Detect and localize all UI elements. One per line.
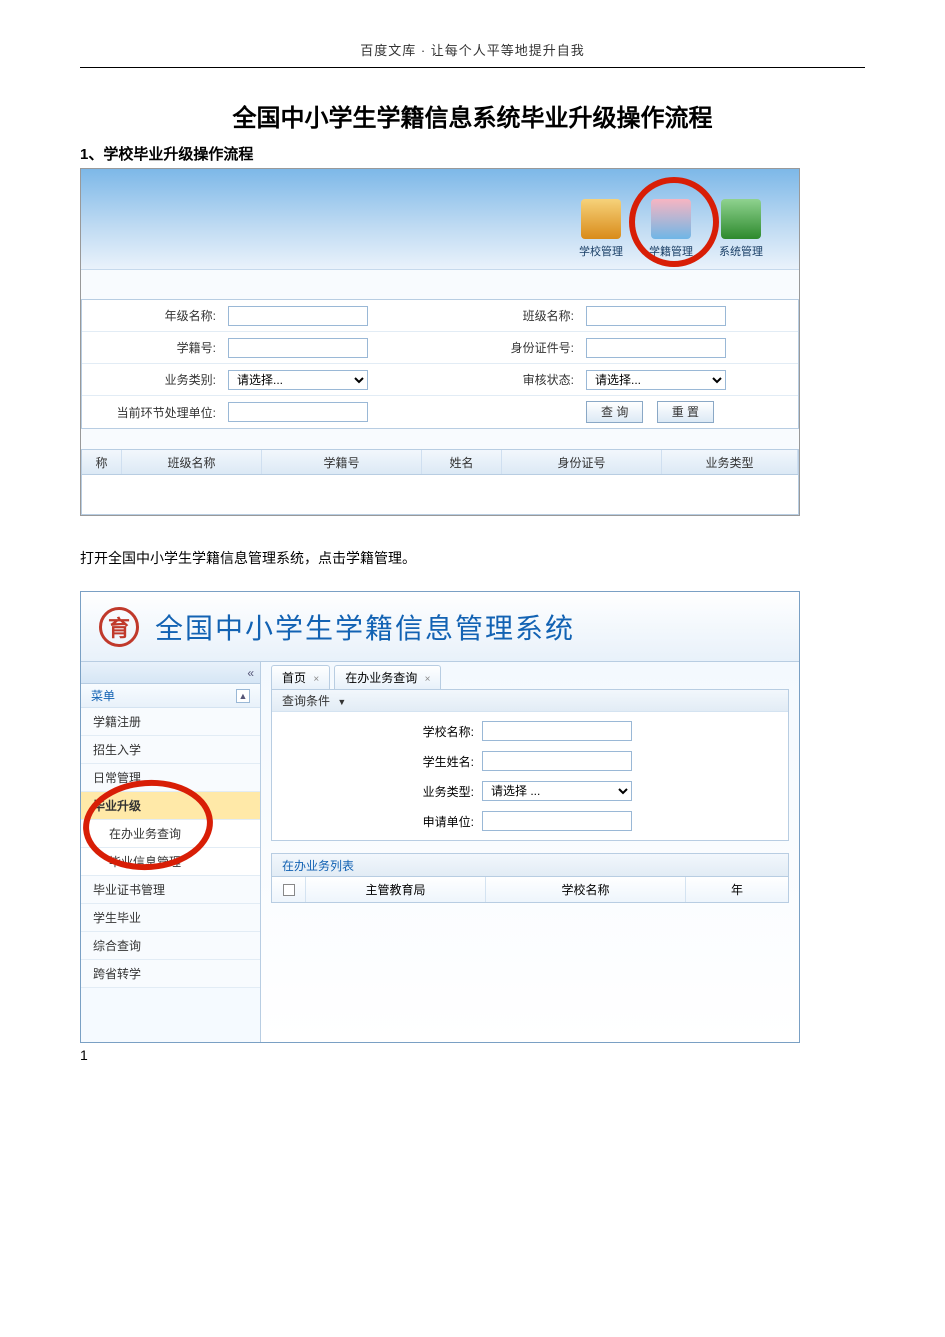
school-name-label: 学校名称: [272, 723, 482, 740]
tab-pending-query[interactable]: 在办业务查询 × [334, 665, 441, 689]
query-panel: 查询条件 ▼ 学校名称: 学生姓名: 业务类型: [271, 690, 789, 841]
tab-home-label: 首页 [282, 671, 306, 685]
spacer [81, 429, 799, 449]
status-label: 审核状态: [440, 371, 580, 388]
col-name: 姓名 [422, 450, 502, 474]
col-biz: 业务类型 [662, 450, 798, 474]
col-school-name: 学校名称 [486, 877, 686, 902]
school-name-input[interactable] [482, 721, 632, 741]
system-logo-icon: 育 [99, 607, 139, 647]
query-panel-body: 学校名称: 学生姓名: 业务类型: 请选择 ... [272, 712, 788, 840]
system-title: 全国中小学生学籍信息管理系统 [155, 607, 575, 647]
result-list-header: 在办业务列表 [271, 853, 789, 877]
query-button[interactable]: 查 询 [586, 401, 643, 423]
menu-student-grad[interactable]: 学生毕业 [81, 904, 260, 932]
menu-transfer[interactable]: 跨省转学 [81, 960, 260, 988]
xjh-input[interactable] [228, 338, 368, 358]
section-1-label: 1、学校毕业升级操作流程 [80, 143, 865, 164]
student-icon [651, 199, 691, 239]
sidebar-collapse[interactable]: « [81, 662, 260, 684]
col-partial: 称 [82, 450, 122, 474]
menu-cert[interactable]: 毕业证书管理 [81, 876, 260, 904]
top-nav-bar: 学校管理 学籍管理 系统管理 [81, 169, 799, 269]
menu-graduation[interactable]: 毕业升级 [81, 792, 260, 820]
menu-daily[interactable]: 日常管理 [81, 764, 260, 792]
result-list-columns: 主管教育局 学校名称 年 [271, 877, 789, 903]
menu-title-text: 菜单 [91, 687, 115, 704]
grade-label: 年级名称: [82, 307, 222, 324]
page-number: 1 [80, 1047, 88, 1063]
document-page: 百度文库 · 让每个人平等地提升自我 全国中小学生学籍信息系统毕业升级操作流程 … [0, 0, 945, 1083]
menu-collapse-icon[interactable]: ▲ [236, 689, 250, 703]
biz-type-label: 业务类型: [272, 783, 482, 800]
chevron-down-icon: ▼ [337, 697, 346, 707]
spacer [81, 269, 799, 299]
system-header: 育 全国中小学生学籍信息管理系统 [81, 592, 799, 662]
tab-close-icon[interactable]: × [425, 674, 431, 685]
col-edu-bureau: 主管教育局 [306, 877, 486, 902]
apply-unit-label: 申请单位: [272, 813, 482, 830]
result-table-body [81, 475, 799, 515]
main-content: 首页 × 在办业务查询 × 查询条件 ▼ 学校名称: [261, 662, 799, 1042]
class-label: 班级名称: [440, 307, 580, 324]
class-input[interactable] [586, 306, 726, 326]
header-divider [80, 67, 865, 68]
menu-register[interactable]: 学籍注册 [81, 708, 260, 736]
tab-home[interactable]: 首页 × [271, 665, 330, 689]
nav-system-mgmt[interactable]: 系统管理 [713, 199, 769, 259]
query-panel-header[interactable]: 查询条件 ▼ [272, 690, 788, 712]
unit-input[interactable] [228, 402, 368, 422]
grade-input[interactable] [228, 306, 368, 326]
menu-enroll[interactable]: 招生入学 [81, 736, 260, 764]
unit-label: 当前环节处理单位: [82, 404, 222, 421]
biz-select[interactable]: 请选择... [228, 370, 368, 390]
id-input[interactable] [586, 338, 726, 358]
col-checkbox [272, 877, 306, 902]
menu-header: 菜单 ▲ [81, 684, 260, 708]
xjh-label: 学籍号: [82, 339, 222, 356]
tab-bar: 首页 × 在办业务查询 × [271, 662, 789, 690]
system-icon [721, 199, 761, 239]
screenshot-2: 育 全国中小学生学籍信息管理系统 « 菜单 ▲ 学籍注册 招生入学 日常管理 毕… [80, 591, 800, 1043]
menu-graduation-pending[interactable]: 在办业务查询 [81, 820, 260, 848]
col-class: 班级名称 [122, 450, 262, 474]
col-xjh: 学籍号 [262, 450, 422, 474]
col-year: 年 [686, 877, 788, 902]
student-name-label: 学生姓名: [272, 753, 482, 770]
caption-1: 打开全国中小学生学籍信息管理系统，点击学籍管理。 [80, 546, 865, 571]
col-id: 身份证号 [502, 450, 662, 474]
screenshot-1: 学校管理 学籍管理 系统管理 年级名称: 班级名称: 学籍号: [80, 168, 800, 516]
student-name-input[interactable] [482, 751, 632, 771]
nav-school-label: 学校管理 [579, 246, 623, 258]
menu-graduation-info[interactable]: 毕业信息管理 [81, 848, 260, 876]
shot2-body: « 菜单 ▲ 学籍注册 招生入学 日常管理 毕业升级 在办业务查询 毕业信息管理… [81, 662, 799, 1042]
nav-system-label: 系统管理 [719, 246, 763, 258]
id-label: 身份证件号: [440, 339, 580, 356]
nav-student-mgmt[interactable]: 学籍管理 [643, 199, 699, 259]
tab-close-icon[interactable]: × [313, 674, 319, 685]
tab-pending-label: 在办业务查询 [345, 671, 417, 685]
school-icon [581, 199, 621, 239]
menu-query[interactable]: 综合查询 [81, 932, 260, 960]
sidebar: « 菜单 ▲ 学籍注册 招生入学 日常管理 毕业升级 在办业务查询 毕业信息管理… [81, 662, 261, 1042]
checkbox-all[interactable] [283, 884, 295, 896]
biz-type-select[interactable]: 请选择 ... [482, 781, 632, 801]
reset-button[interactable]: 重 置 [657, 401, 714, 423]
status-select[interactable]: 请选择... [586, 370, 726, 390]
query-panel-title: 查询条件 [282, 694, 330, 708]
apply-unit-input[interactable] [482, 811, 632, 831]
main-title: 全国中小学生学籍信息系统毕业升级操作流程 [80, 98, 865, 133]
nav-student-label: 学籍管理 [649, 246, 693, 258]
search-form-1: 年级名称: 班级名称: 学籍号: 身份证件号: 业务类别: 请选择... 审核状… [81, 299, 799, 429]
doc-source-header: 百度文库 · 让每个人平等地提升自我 [80, 40, 865, 59]
result-table-header: 称 班级名称 学籍号 姓名 身份证号 业务类型 [81, 449, 799, 475]
biz-label: 业务类别: [82, 371, 222, 388]
nav-school-mgmt[interactable]: 学校管理 [573, 199, 629, 259]
